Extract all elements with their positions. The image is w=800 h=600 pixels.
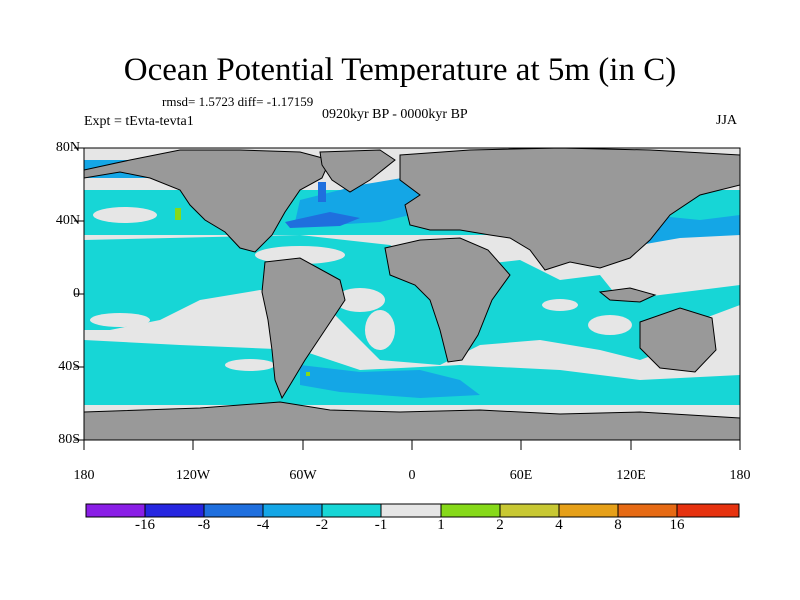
period-text: 0920kyr BP - 0000kyr BP bbox=[322, 107, 468, 122]
colorbar-label: 16 bbox=[669, 517, 685, 533]
colorbar-box-9 bbox=[617, 503, 678, 518]
colorbar-box-3 bbox=[262, 503, 323, 518]
colorbar-label: -8 bbox=[197, 517, 211, 533]
neutral-patches bbox=[90, 207, 725, 371]
colorbar-box-8 bbox=[558, 503, 619, 518]
colorbar-box-7 bbox=[499, 503, 560, 518]
eurasia bbox=[399, 148, 740, 271]
indonesia bbox=[598, 287, 657, 303]
lat-label-0: 0 bbox=[73, 286, 80, 301]
map-field bbox=[84, 148, 740, 440]
land-masses bbox=[84, 148, 740, 440]
lon-label-0: 0 bbox=[408, 468, 416, 483]
north-america bbox=[84, 149, 331, 253]
colorbar-label: -16 bbox=[135, 517, 155, 533]
colorbar-box-4 bbox=[321, 503, 382, 518]
lat-label-80s: 80S bbox=[58, 432, 80, 447]
season-label: JJA bbox=[716, 113, 738, 128]
colorbar-label: -2 bbox=[315, 517, 329, 533]
colorbar-label: -4 bbox=[256, 517, 270, 533]
colorbar-label: 1 bbox=[437, 517, 445, 533]
colorbar bbox=[85, 503, 740, 518]
colorbar-label: 4 bbox=[555, 517, 563, 533]
lon-label-120w: 120W bbox=[175, 468, 211, 483]
colorbar-label: 2 bbox=[496, 517, 504, 533]
colorbar-box-6 bbox=[440, 503, 501, 518]
stats-text: rmsd= 1.5723 diff= -1.17159 bbox=[162, 94, 314, 109]
lon-label-60w: 60W bbox=[289, 468, 317, 483]
lon-label-180w: 180 bbox=[73, 468, 95, 483]
axis-ticks bbox=[74, 147, 741, 450]
map-title: Ocean Potential Temperature at 5m (in C) bbox=[123, 52, 677, 88]
lon-label-120e: 120E bbox=[616, 468, 646, 483]
colorbar-box-2 bbox=[203, 503, 264, 518]
colorbar-label: 8 bbox=[614, 517, 622, 533]
colorbar-box-0 bbox=[85, 503, 146, 518]
colorbar-label: -1 bbox=[374, 517, 388, 533]
australia bbox=[639, 307, 717, 373]
africa bbox=[384, 237, 511, 363]
experiment-label: Expt = tEvta-tevta1 bbox=[84, 114, 194, 129]
antarctica bbox=[84, 401, 740, 440]
lon-label-60e: 60E bbox=[509, 468, 533, 483]
lat-label-40n: 40N bbox=[55, 213, 80, 228]
lat-label-80n: 80N bbox=[55, 140, 80, 155]
colorbar-box-1 bbox=[144, 503, 205, 518]
lat-label-40s: 40S bbox=[58, 359, 80, 374]
south-america bbox=[261, 257, 346, 400]
colorbar-box-10 bbox=[676, 503, 740, 518]
lon-label-180e: 180 bbox=[729, 468, 751, 483]
greenland bbox=[319, 149, 396, 193]
colorbar-box-5 bbox=[380, 503, 442, 518]
